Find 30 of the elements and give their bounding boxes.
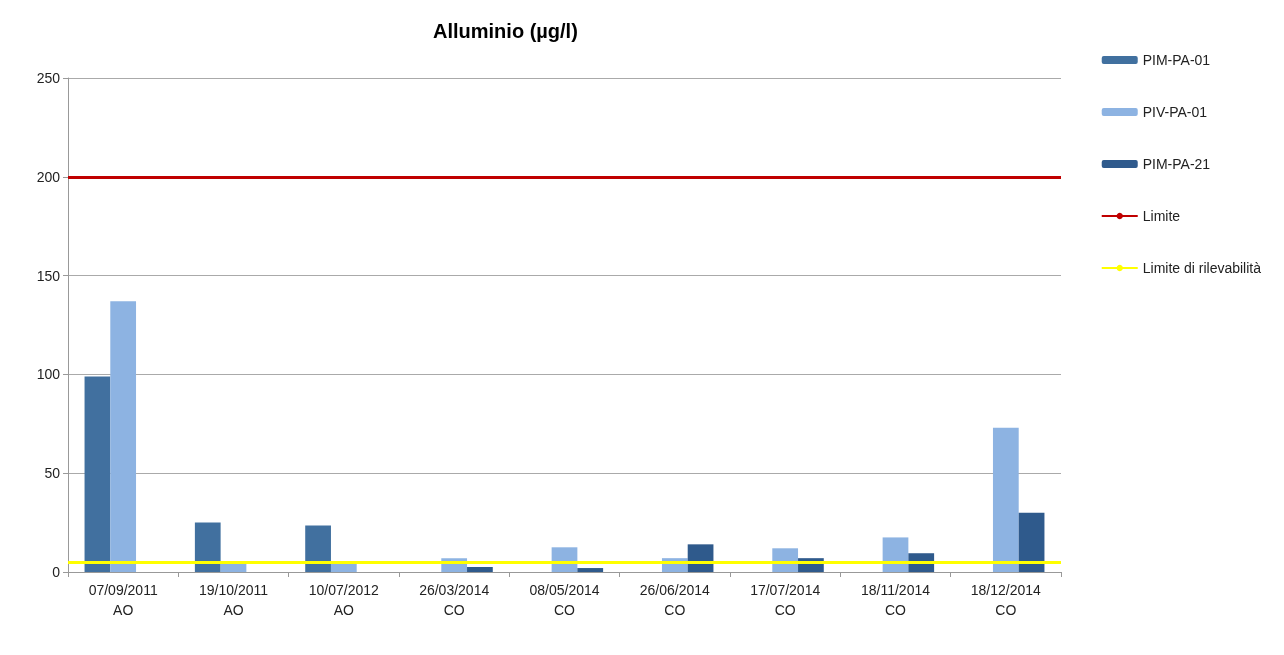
bar [110, 301, 137, 572]
bar [194, 522, 221, 572]
legend-label: Limite [1142, 208, 1181, 224]
chart-title: Alluminio (µg/l) [433, 20, 578, 42]
legend-label: PIV-PA-01 [1142, 104, 1208, 120]
y-tick-label: 0 [52, 564, 61, 580]
bar [992, 427, 1019, 572]
y-tick-label: 50 [44, 465, 61, 482]
bar [882, 537, 909, 572]
bar [577, 568, 604, 572]
legend-label: PIM-PA-21 [1142, 156, 1211, 172]
x-tick-label: 08/05/2014 CO [529, 582, 600, 618]
x-tick-label: 10/07/2012 AO [308, 582, 380, 618]
x-tick-label: 07/09/2011 AO [88, 582, 158, 618]
y-tick-label: 250 [36, 70, 61, 86]
y-tick-label: 150 [36, 267, 61, 284]
bar [84, 376, 111, 572]
y-tick-label: 100 [36, 366, 61, 383]
bar [305, 525, 331, 572]
x-tick-label: 26/06/2014 CO [639, 582, 711, 618]
x-tick-label: 17/07/2014 CO [750, 582, 821, 618]
bar [1018, 512, 1045, 572]
bar [467, 567, 493, 572]
x-tick-label: 26/03/2014 CO [419, 582, 490, 618]
x-tick-label: 18/11/2014 CO [860, 582, 931, 618]
legend-label: Limite di rilevabilità [1142, 260, 1262, 276]
x-tick-label: 18/12/2014 CO [970, 582, 1042, 618]
y-tick-label: 200 [36, 168, 61, 185]
legend-label: PIM-PA-01 [1142, 52, 1211, 68]
x-tick-label: 19/10/2011 AO [198, 582, 269, 618]
